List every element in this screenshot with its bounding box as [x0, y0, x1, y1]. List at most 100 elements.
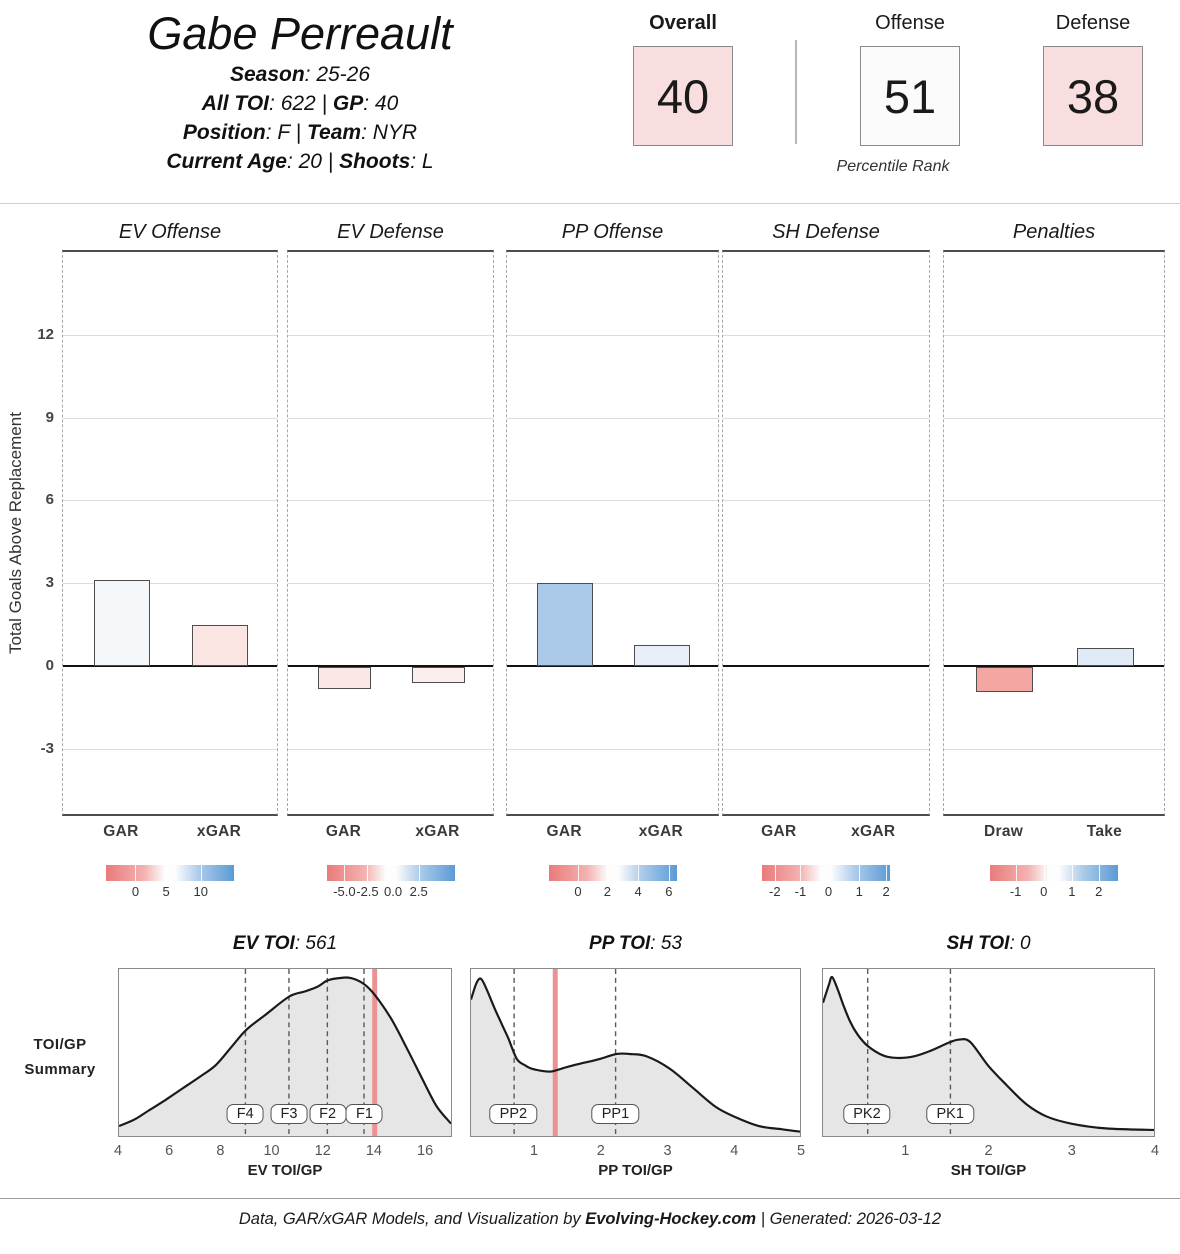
scale-tick-label: -1 [1009, 884, 1022, 899]
y-tick-12: 12 [37, 325, 54, 343]
scale-tick-label: 0.0 [384, 884, 403, 899]
overall-percentile-box: 40 [633, 46, 733, 146]
text: | Generated: 2026-03-12 [756, 1210, 942, 1228]
scale-tick-label: -2 [769, 884, 781, 899]
toi-title-2: SH TOI: 0 [822, 933, 1155, 955]
scale-tick-label: 1 [855, 884, 863, 899]
category-label-xgar: xGAR [851, 823, 896, 840]
offense-percentile-box: 51 [860, 46, 960, 146]
x-tick-4: 4 [730, 1143, 739, 1159]
x-tick-2: 2 [984, 1143, 993, 1159]
toi-title-label: PP TOI [589, 933, 651, 954]
density-curve [471, 977, 800, 1133]
gridline [288, 334, 493, 336]
gridline [288, 500, 493, 502]
scale-tick-label: 6 [665, 884, 673, 899]
scale-tick-mark [886, 865, 888, 881]
toi-title-label: SH TOI [946, 933, 1010, 954]
x-tick-12: 12 [314, 1143, 331, 1159]
density-svg [471, 969, 800, 1136]
text: : 20 | [286, 150, 340, 173]
scale-tick-mark [200, 865, 202, 881]
scale-tick-mark [166, 865, 168, 881]
y-tick--3: -3 [40, 739, 54, 757]
gridline [723, 417, 929, 419]
panel-title-2: PP Offense [561, 221, 664, 243]
offense-percentile-value: 51 [883, 69, 937, 123]
gridline [507, 334, 718, 336]
role-chip-f2: F2 [309, 1104, 347, 1124]
scale-tick-mark [393, 865, 395, 881]
scale-tick-mark [1015, 865, 1017, 881]
text: : 25-26 [304, 63, 371, 86]
gridline [944, 334, 1164, 336]
gridline [507, 583, 718, 585]
role-chip-pp2: PP2 [489, 1104, 538, 1124]
color-scale [326, 865, 455, 881]
scale-tick-mark [800, 865, 802, 881]
role-chip-pp1: PP1 [591, 1104, 640, 1124]
y-tick-3: 3 [45, 574, 54, 592]
zero-line [507, 664, 718, 667]
defense-percentile-value: 38 [1066, 69, 1120, 123]
text: : L [410, 150, 434, 173]
gridline [944, 583, 1164, 585]
gridline [63, 500, 277, 502]
toi-title-value: : 53 [650, 933, 682, 954]
density-fill [119, 977, 451, 1136]
scale-tick-mark [774, 865, 776, 881]
role-chip-pk1: PK1 [926, 1104, 974, 1124]
zero-line [723, 664, 929, 667]
gridline [63, 417, 277, 419]
density-curve [823, 975, 1154, 1132]
toi-title-1: PP TOI: 53 [470, 933, 801, 955]
gridline [723, 334, 929, 336]
density-curve [119, 976, 451, 1128]
color-scale [548, 865, 677, 881]
text: Data, GAR/xGAR Models, and Visualization… [238, 1210, 586, 1228]
scale-tick-mark [1043, 865, 1045, 881]
text: : 40 [363, 92, 399, 115]
density-svg [823, 969, 1154, 1136]
color-scale [106, 865, 234, 881]
x-tick-1: 1 [901, 1143, 910, 1159]
category-label-take: Take [1086, 823, 1123, 840]
text: : F | [265, 121, 307, 144]
scale-tick-label: 0 [824, 884, 833, 899]
scale-tick-mark [668, 865, 670, 881]
footer-divider [0, 1198, 1180, 1199]
zero-line [63, 664, 277, 667]
player-name: Gabe Perreault [147, 8, 453, 59]
color-scale [762, 865, 890, 881]
gridline [507, 748, 718, 750]
bar-xgar [634, 645, 690, 666]
panel-1 [287, 250, 494, 816]
panel-0 [62, 250, 278, 816]
scale-tick-mark [859, 865, 861, 881]
scale-tick-label: 2 [1095, 884, 1103, 899]
percentile-divider [795, 40, 797, 144]
scale-tick-mark [1071, 865, 1073, 881]
header-divider [0, 203, 1180, 204]
x-tick-6: 6 [165, 1143, 174, 1159]
scale-tick-label: 2 [603, 884, 611, 899]
role-chip-f3: F3 [270, 1104, 308, 1124]
scale-tick-label: 0 [131, 884, 140, 899]
role-chip-pk2: PK2 [843, 1104, 891, 1124]
toi-summary-label: TOI/GP Summary [16, 1032, 104, 1082]
bold-text: Team [306, 121, 362, 144]
gridline [944, 748, 1164, 750]
gridline [723, 748, 929, 750]
category-label-xgar: xGAR [196, 823, 242, 840]
density-fill [823, 977, 1154, 1136]
toi-summary-line: TOI/GP [33, 1036, 87, 1053]
bar-gar [93, 580, 151, 666]
defense-label: Defense [1055, 12, 1131, 34]
scale-tick-mark [344, 865, 346, 881]
gridline [507, 500, 718, 502]
scale-tick-mark [577, 865, 579, 881]
x-tick-1: 1 [530, 1143, 539, 1159]
panel-title-4: Penalties [1012, 221, 1096, 243]
scale-tick-label: 4 [634, 884, 642, 899]
gridline [723, 500, 929, 502]
